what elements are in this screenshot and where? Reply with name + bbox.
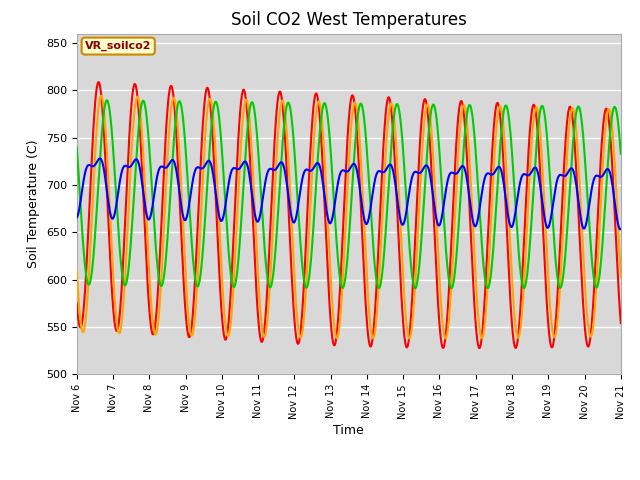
Text: VR_soilco2: VR_soilco2 <box>85 41 152 51</box>
Y-axis label: Soil Temperature (C): Soil Temperature (C) <box>28 140 40 268</box>
X-axis label: Time: Time <box>333 424 364 437</box>
Title: Soil CO2 West Temperatures: Soil CO2 West Temperatures <box>231 11 467 29</box>
